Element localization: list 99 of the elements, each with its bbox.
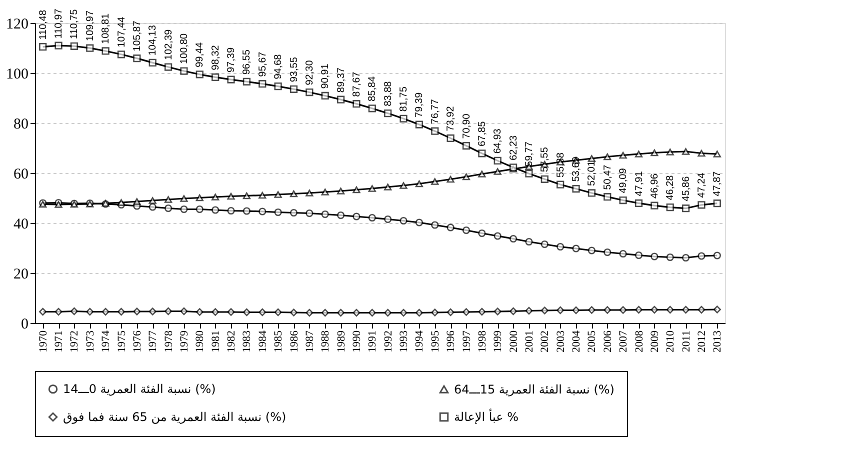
x-tick-label: 2002 <box>539 330 552 352</box>
data-label: 47,87 <box>712 170 724 196</box>
data-label: 64,93 <box>492 128 504 154</box>
data-label: 62,23 <box>508 134 520 160</box>
x-tick-label: 2004 <box>570 330 583 352</box>
x-tick-label: 2003 <box>554 330 567 352</box>
data-label: 92,30 <box>304 60 316 86</box>
data-label: 89,37 <box>336 67 347 93</box>
data-label: 73,92 <box>446 106 457 132</box>
data-label: 94,68 <box>273 54 284 80</box>
x-tick-label: 2006 <box>602 330 614 352</box>
y-tick-label: 20 <box>14 266 28 282</box>
x-tick-label: 1991 <box>366 330 379 352</box>
data-label: 50,47 <box>602 164 614 190</box>
y-tick-label: 60 <box>14 166 28 182</box>
x-tick-label: 1996 <box>445 330 458 352</box>
data-label: 76,77 <box>430 98 441 124</box>
legend-label: نسبة الفئة العمرية 0ـــ14 (%) <box>63 382 216 396</box>
data-label: 85,84 <box>367 76 378 102</box>
data-label: 110,48 <box>38 10 49 40</box>
x-tick-label: 2008 <box>633 330 646 352</box>
x-tick-label: 1972 <box>68 330 81 352</box>
data-label: 47,24 <box>696 172 708 198</box>
x-tick-label: 1998 <box>476 330 488 352</box>
x-tick-label: 1986 <box>288 330 300 352</box>
data-label: 53,69 <box>571 156 582 182</box>
legend-label: نسبة الفئة العمرية 15ـــ64 (%) <box>454 382 614 396</box>
x-tick-label: 1976 <box>131 330 144 352</box>
x-tick-label: 1989 <box>335 330 348 352</box>
data-label: 57,55 <box>540 146 551 172</box>
x-tick-label: 1975 <box>116 330 128 352</box>
x-tick-label: 1973 <box>84 330 96 352</box>
x-tick-label: 1990 <box>350 330 363 352</box>
data-label: 47,91 <box>634 170 645 196</box>
data-label: 46,96 <box>649 173 660 199</box>
data-label: 90,91 <box>320 63 332 89</box>
data-label: 55,38 <box>555 152 566 178</box>
x-tick-label: 1978 <box>162 330 175 352</box>
data-label: 107,44 <box>116 16 128 48</box>
data-label: 109,97 <box>84 10 96 42</box>
x-tick-label: 1977 <box>147 330 160 352</box>
x-tick-label: 2011 <box>680 330 692 352</box>
x-tick-label: 1974 <box>100 330 112 352</box>
data-label: 99,44 <box>194 42 206 68</box>
data-label: 52,01 <box>586 160 598 186</box>
x-tick-label: 1983 <box>241 330 254 352</box>
legend-label: نسبة الفئة العمرية من 65 سنة فما فوق (%) <box>63 410 286 424</box>
x-tick-label: 1999 <box>492 330 504 352</box>
x-tick-label: 1993 <box>398 330 410 352</box>
x-tick-label: 2013 <box>712 330 724 352</box>
x-tick-label: 1971 <box>53 330 66 352</box>
data-label: 96,55 <box>242 49 253 75</box>
x-tick-label: 1981 <box>210 330 222 352</box>
x-tick-label: 1979 <box>178 330 190 352</box>
x-tick-label: 1985 <box>272 330 285 352</box>
data-label: 105,87 <box>132 20 143 52</box>
data-label: 93,55 <box>288 56 300 82</box>
data-label: 49,09 <box>618 168 630 194</box>
data-label: 110,97 <box>54 8 65 39</box>
data-label: 87,67 <box>351 71 362 97</box>
data-label: 83,88 <box>382 80 394 106</box>
y-tick-label: 40 <box>14 216 28 232</box>
data-label: 59,77 <box>524 141 535 167</box>
y-tick-label: 0 <box>21 316 28 332</box>
data-label: 70,90 <box>461 113 472 139</box>
y-tick-label: 100 <box>6 66 28 82</box>
data-label: 79,39 <box>414 92 426 118</box>
data-label: 67,85 <box>476 120 488 146</box>
x-tick-label: 2012 <box>696 330 708 352</box>
x-tick-label: 1994 <box>414 330 426 352</box>
y-tick-label: 80 <box>14 116 28 132</box>
data-label: 81,75 <box>398 86 410 112</box>
data-label: 110,75 <box>69 8 80 40</box>
x-tick-label: 1980 <box>194 330 206 352</box>
data-label: 95,67 <box>257 51 268 77</box>
data-label: 108,81 <box>100 12 112 44</box>
x-tick-label: 1997 <box>460 330 473 352</box>
x-tick-label: 2010 <box>664 330 677 352</box>
data-label: 102,39 <box>163 29 174 60</box>
data-label: 100,80 <box>178 32 190 64</box>
x-tick-label: 1970 <box>37 330 50 352</box>
data-label: 98,32 <box>210 44 222 70</box>
x-tick-label: 2000 <box>508 330 520 352</box>
x-tick-label: 1988 <box>320 330 332 352</box>
x-tick-label: 1984 <box>256 330 269 352</box>
x-tick-label: 2001 <box>523 330 536 352</box>
data-label: 97,39 <box>226 47 238 73</box>
x-tick-label: 2009 <box>648 330 661 352</box>
x-tick-label: 2007 <box>618 330 630 352</box>
x-tick-label: 1987 <box>304 330 316 352</box>
data-label: 46,28 <box>665 174 676 200</box>
y-tick-label: 120 <box>6 16 28 32</box>
x-tick-label: 1982 <box>226 330 238 352</box>
data-label: 45,86 <box>680 176 692 202</box>
x-tick-label: 2005 <box>586 330 598 352</box>
x-tick-label: 1992 <box>382 330 394 352</box>
x-tick-label: 1995 <box>429 330 442 352</box>
legend-label: عبأ الإعالة % <box>454 408 519 424</box>
data-label: 104,13 <box>148 24 159 56</box>
